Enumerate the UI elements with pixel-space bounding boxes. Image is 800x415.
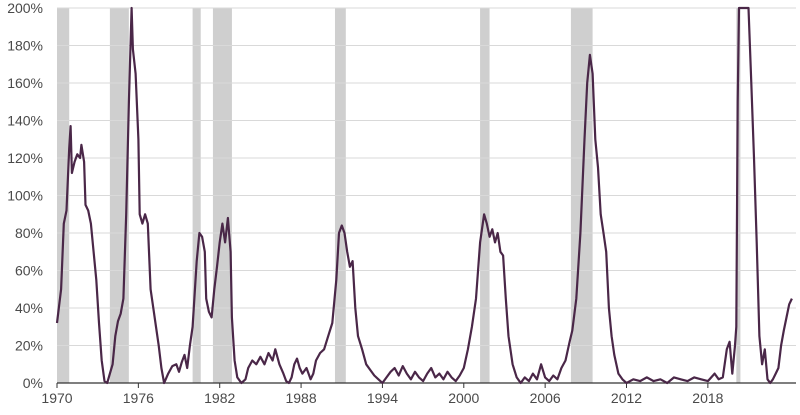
y-tick-label: 20%: [15, 338, 43, 354]
y-tick-label: 180%: [7, 38, 43, 54]
y-tick-label: 160%: [7, 75, 43, 91]
x-tick-label: 2018: [692, 390, 723, 406]
y-tick-label: 0%: [23, 375, 43, 391]
x-tick-label: 1988: [285, 390, 316, 406]
grid-lines: [57, 7, 796, 346]
y-tick-label: 200%: [7, 0, 43, 16]
x-tick-label: 2012: [611, 390, 642, 406]
y-tick-label: 120%: [7, 150, 43, 166]
x-tick-label: 2006: [530, 390, 561, 406]
y-axis-ticks: 0% 20% 40% 60% 80% 100% 120% 140% 160% 180% 200%: [7, 0, 43, 391]
series-group: [55, 6, 793, 385]
x-tick-label: 2000: [448, 390, 479, 406]
y-tick-label: 100%: [7, 188, 43, 204]
y-tick-label: 140%: [7, 113, 43, 129]
series-line-0: [55, 6, 793, 385]
x-axis-ticks: 1970 1976 1982 1988 1994 2000 2006 2012 2018: [41, 383, 724, 406]
x-tick-label: 1982: [204, 390, 235, 406]
y-tick-label: 60%: [15, 263, 43, 279]
y-tick-label: 80%: [15, 225, 43, 241]
y-tick-label: 40%: [15, 300, 43, 316]
x-tick-label: 1994: [367, 390, 398, 406]
x-tick-label: 1976: [123, 390, 154, 406]
x-tick-label: 1970: [41, 390, 72, 406]
